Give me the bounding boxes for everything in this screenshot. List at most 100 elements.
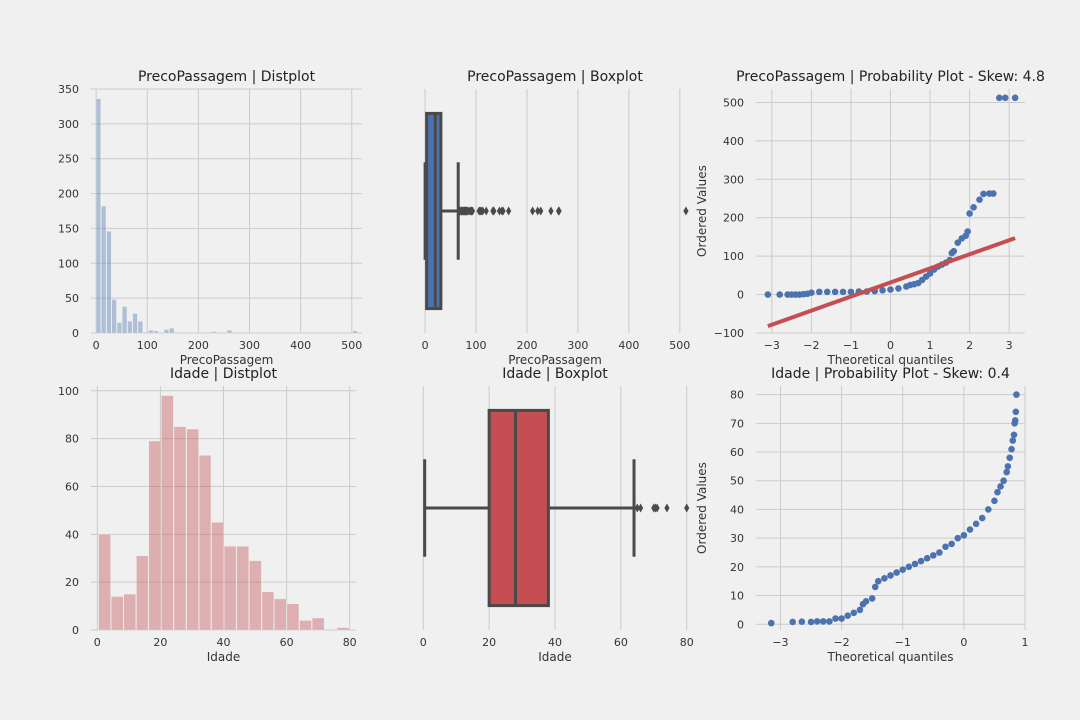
y-tick-label: 20 [730,561,744,574]
outlier-point [634,503,640,513]
chart-title: PrecoPassagem | Boxplot [467,69,643,85]
quantile-point [1001,94,1009,102]
quantile-point [887,286,894,293]
x-tick-label: 1 [927,339,934,352]
y-tick-label: 40 [730,503,744,516]
quantile-point [950,247,958,255]
quantile-point [776,291,784,298]
x-axis-label: Theoretical quantiles [826,650,953,664]
x-tick-label: −1 [895,636,911,649]
quantile-point [1010,431,1018,439]
y-tick-label: 50 [65,292,79,305]
x-tick-label: 80 [680,636,694,649]
quantile-point [839,288,847,296]
chart-title: PrecoPassagem | Distplot [138,69,316,85]
quantile-point [960,531,968,539]
histogram-bar [137,320,143,334]
histogram-bar [106,231,112,334]
quantile-point [985,506,992,513]
outlier-point [483,206,489,216]
y-tick-label: 250 [58,153,79,166]
chart-title: Idade | Distplot [170,366,278,382]
x-tick-label: 100 [466,339,487,352]
y-tick-label: 60 [65,480,79,493]
y-tick-label: 30 [730,532,744,545]
quantile-point [819,618,827,625]
quantile-point [815,288,823,296]
quantile-point [995,94,1003,102]
histogram-bar [286,603,300,631]
outlier-point [638,503,644,513]
y-tick-label: 100 [58,385,79,398]
histogram-bar [127,320,133,334]
y-tick-label: 60 [730,446,744,459]
y-tick-label: 200 [58,188,79,201]
quantile-point [850,609,858,617]
outlier-point [548,206,554,216]
quantile-point [807,618,815,626]
x-tick-label: 2 [966,339,973,352]
x-tick-label: 0 [422,339,429,352]
x-tick-label: 0 [420,636,427,649]
quantile-point [899,566,907,574]
quantile-point [923,554,931,562]
histogram-bar [311,617,325,631]
y-tick-label: 150 [58,222,79,235]
quantile-point [905,563,913,571]
histogram-bar [164,329,170,334]
x-tick-label: 3 [1006,339,1013,352]
x-tick-label: −1 [843,339,859,352]
outlier-point [469,206,476,216]
outlier-point [529,206,536,216]
histogram-bar [169,327,175,334]
x-tick-label: 0 [93,339,100,352]
quantile-point [978,514,986,522]
x-axis-label: Idade [538,650,572,664]
x-axis-label: PrecoPassagem [180,353,274,367]
quantile-point [976,196,983,203]
quantile-point [826,618,833,625]
x-tick-label: −3 [764,339,780,352]
histogram-bar [136,555,149,631]
quantile-point [964,228,971,235]
x-tick-label: 60 [614,636,628,649]
x-tick-label: −2 [803,339,819,352]
histogram-bar [101,205,107,334]
quantile-point [1006,454,1014,462]
histogram-bar [123,593,137,631]
histogram-bar [299,620,312,631]
quantile-point [911,560,919,568]
histogram-bar [132,313,138,334]
x-tick-label: 400 [290,339,311,352]
y-tick-label: 0 [72,327,79,340]
x-tick-label: −3 [772,636,788,649]
outlier-point [491,206,497,216]
histogram-bar [110,596,124,631]
histogram-bar [261,591,274,631]
outlier-point [664,503,670,513]
quantile-point [832,615,839,622]
histogram-bar [236,546,249,631]
quantile-point [893,569,900,576]
histogram-bar [161,395,174,631]
histogram-bar [122,306,128,334]
histogram-bar [226,330,232,334]
quantile-point [789,618,796,626]
quantile-point [997,483,1004,490]
y-tick-label: −100 [714,327,744,340]
histogram-bar [211,522,224,631]
quantile-point [764,291,772,298]
y-tick-label: 0 [737,289,744,302]
quantile-point [954,239,962,247]
box [487,408,550,608]
fit-line [767,236,1016,328]
x-tick-label: 40 [217,636,231,649]
histogram-bar [148,330,154,334]
quantile-point [980,190,987,198]
y-tick-label: 350 [58,83,79,96]
outlier-point [556,206,562,216]
quantile-point [994,488,1001,496]
quantile-point [1004,463,1012,470]
x-tick-label: 500 [669,339,690,352]
